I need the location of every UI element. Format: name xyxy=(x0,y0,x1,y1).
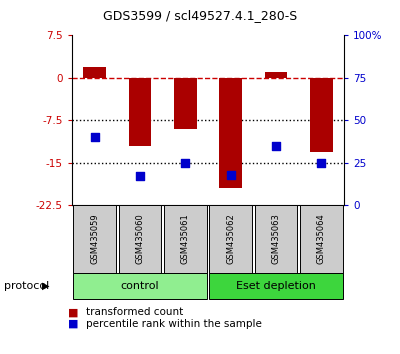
Text: GSM435060: GSM435060 xyxy=(136,213,144,264)
Text: GSM435059: GSM435059 xyxy=(90,213,99,264)
Bar xyxy=(219,78,242,188)
Text: ■: ■ xyxy=(68,319,78,329)
Point xyxy=(182,160,188,166)
Point xyxy=(92,135,98,140)
Bar xyxy=(174,78,197,129)
Text: GDS3599 / scl49527.4.1_280-S: GDS3599 / scl49527.4.1_280-S xyxy=(103,9,297,22)
Point xyxy=(137,173,143,179)
Point xyxy=(273,143,279,149)
Text: transformed count: transformed count xyxy=(86,307,183,317)
Text: GSM435063: GSM435063 xyxy=(272,213,280,264)
Bar xyxy=(83,67,106,78)
Bar xyxy=(310,78,333,152)
Point xyxy=(318,160,324,166)
Text: GSM435062: GSM435062 xyxy=(226,213,235,264)
Text: GSM435061: GSM435061 xyxy=(181,213,190,264)
Bar xyxy=(129,78,151,146)
Text: control: control xyxy=(121,281,159,291)
Text: ▶: ▶ xyxy=(42,281,50,291)
Text: protocol: protocol xyxy=(4,281,49,291)
Text: Eset depletion: Eset depletion xyxy=(236,281,316,291)
Text: ■: ■ xyxy=(68,307,78,317)
Bar xyxy=(265,72,287,78)
Text: percentile rank within the sample: percentile rank within the sample xyxy=(86,319,262,329)
Text: GSM435064: GSM435064 xyxy=(317,213,326,264)
Point xyxy=(228,172,234,178)
